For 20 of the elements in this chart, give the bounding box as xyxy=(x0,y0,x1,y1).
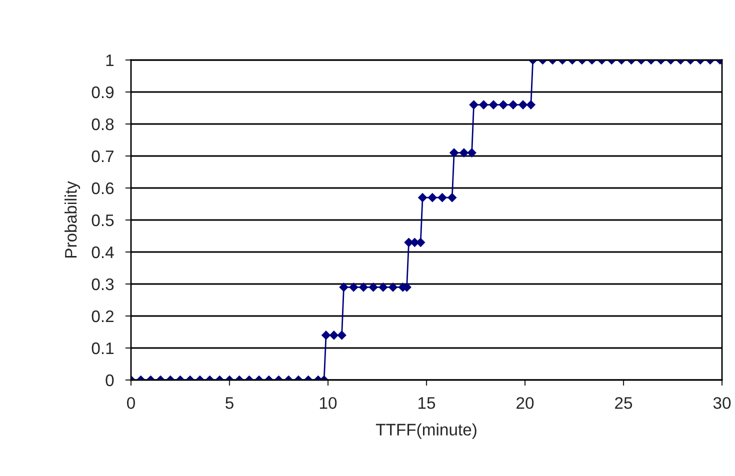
x-tick-label: 5 xyxy=(226,397,234,409)
y-tick-label: 0.8 xyxy=(92,118,114,130)
y-tick-label: 0.5 xyxy=(92,214,114,226)
y-tick-label: 1 xyxy=(106,54,114,66)
x-axis-title: TTFF(minute) xyxy=(376,423,476,439)
y-tick-label: 0 xyxy=(106,374,114,386)
y-tick-label: 0.4 xyxy=(92,246,114,258)
x-tick-label: 10 xyxy=(320,397,337,409)
x-tick-label: 25 xyxy=(615,397,632,409)
y-tick-label: 0.1 xyxy=(92,342,114,354)
y-tick-label: 0.9 xyxy=(92,86,114,98)
y-tick-label: 0.3 xyxy=(92,278,114,290)
x-tick-label: 0 xyxy=(127,397,135,409)
y-tick-label: 0.2 xyxy=(92,310,114,322)
x-tick-label: 20 xyxy=(516,397,534,409)
x-tick-label: 30 xyxy=(713,397,731,409)
y-tick-label: 0.7 xyxy=(92,150,114,162)
y-axis-title: Probability xyxy=(64,181,80,258)
y-tick-label: 0.6 xyxy=(92,182,114,194)
x-tick-label: 15 xyxy=(418,397,436,409)
